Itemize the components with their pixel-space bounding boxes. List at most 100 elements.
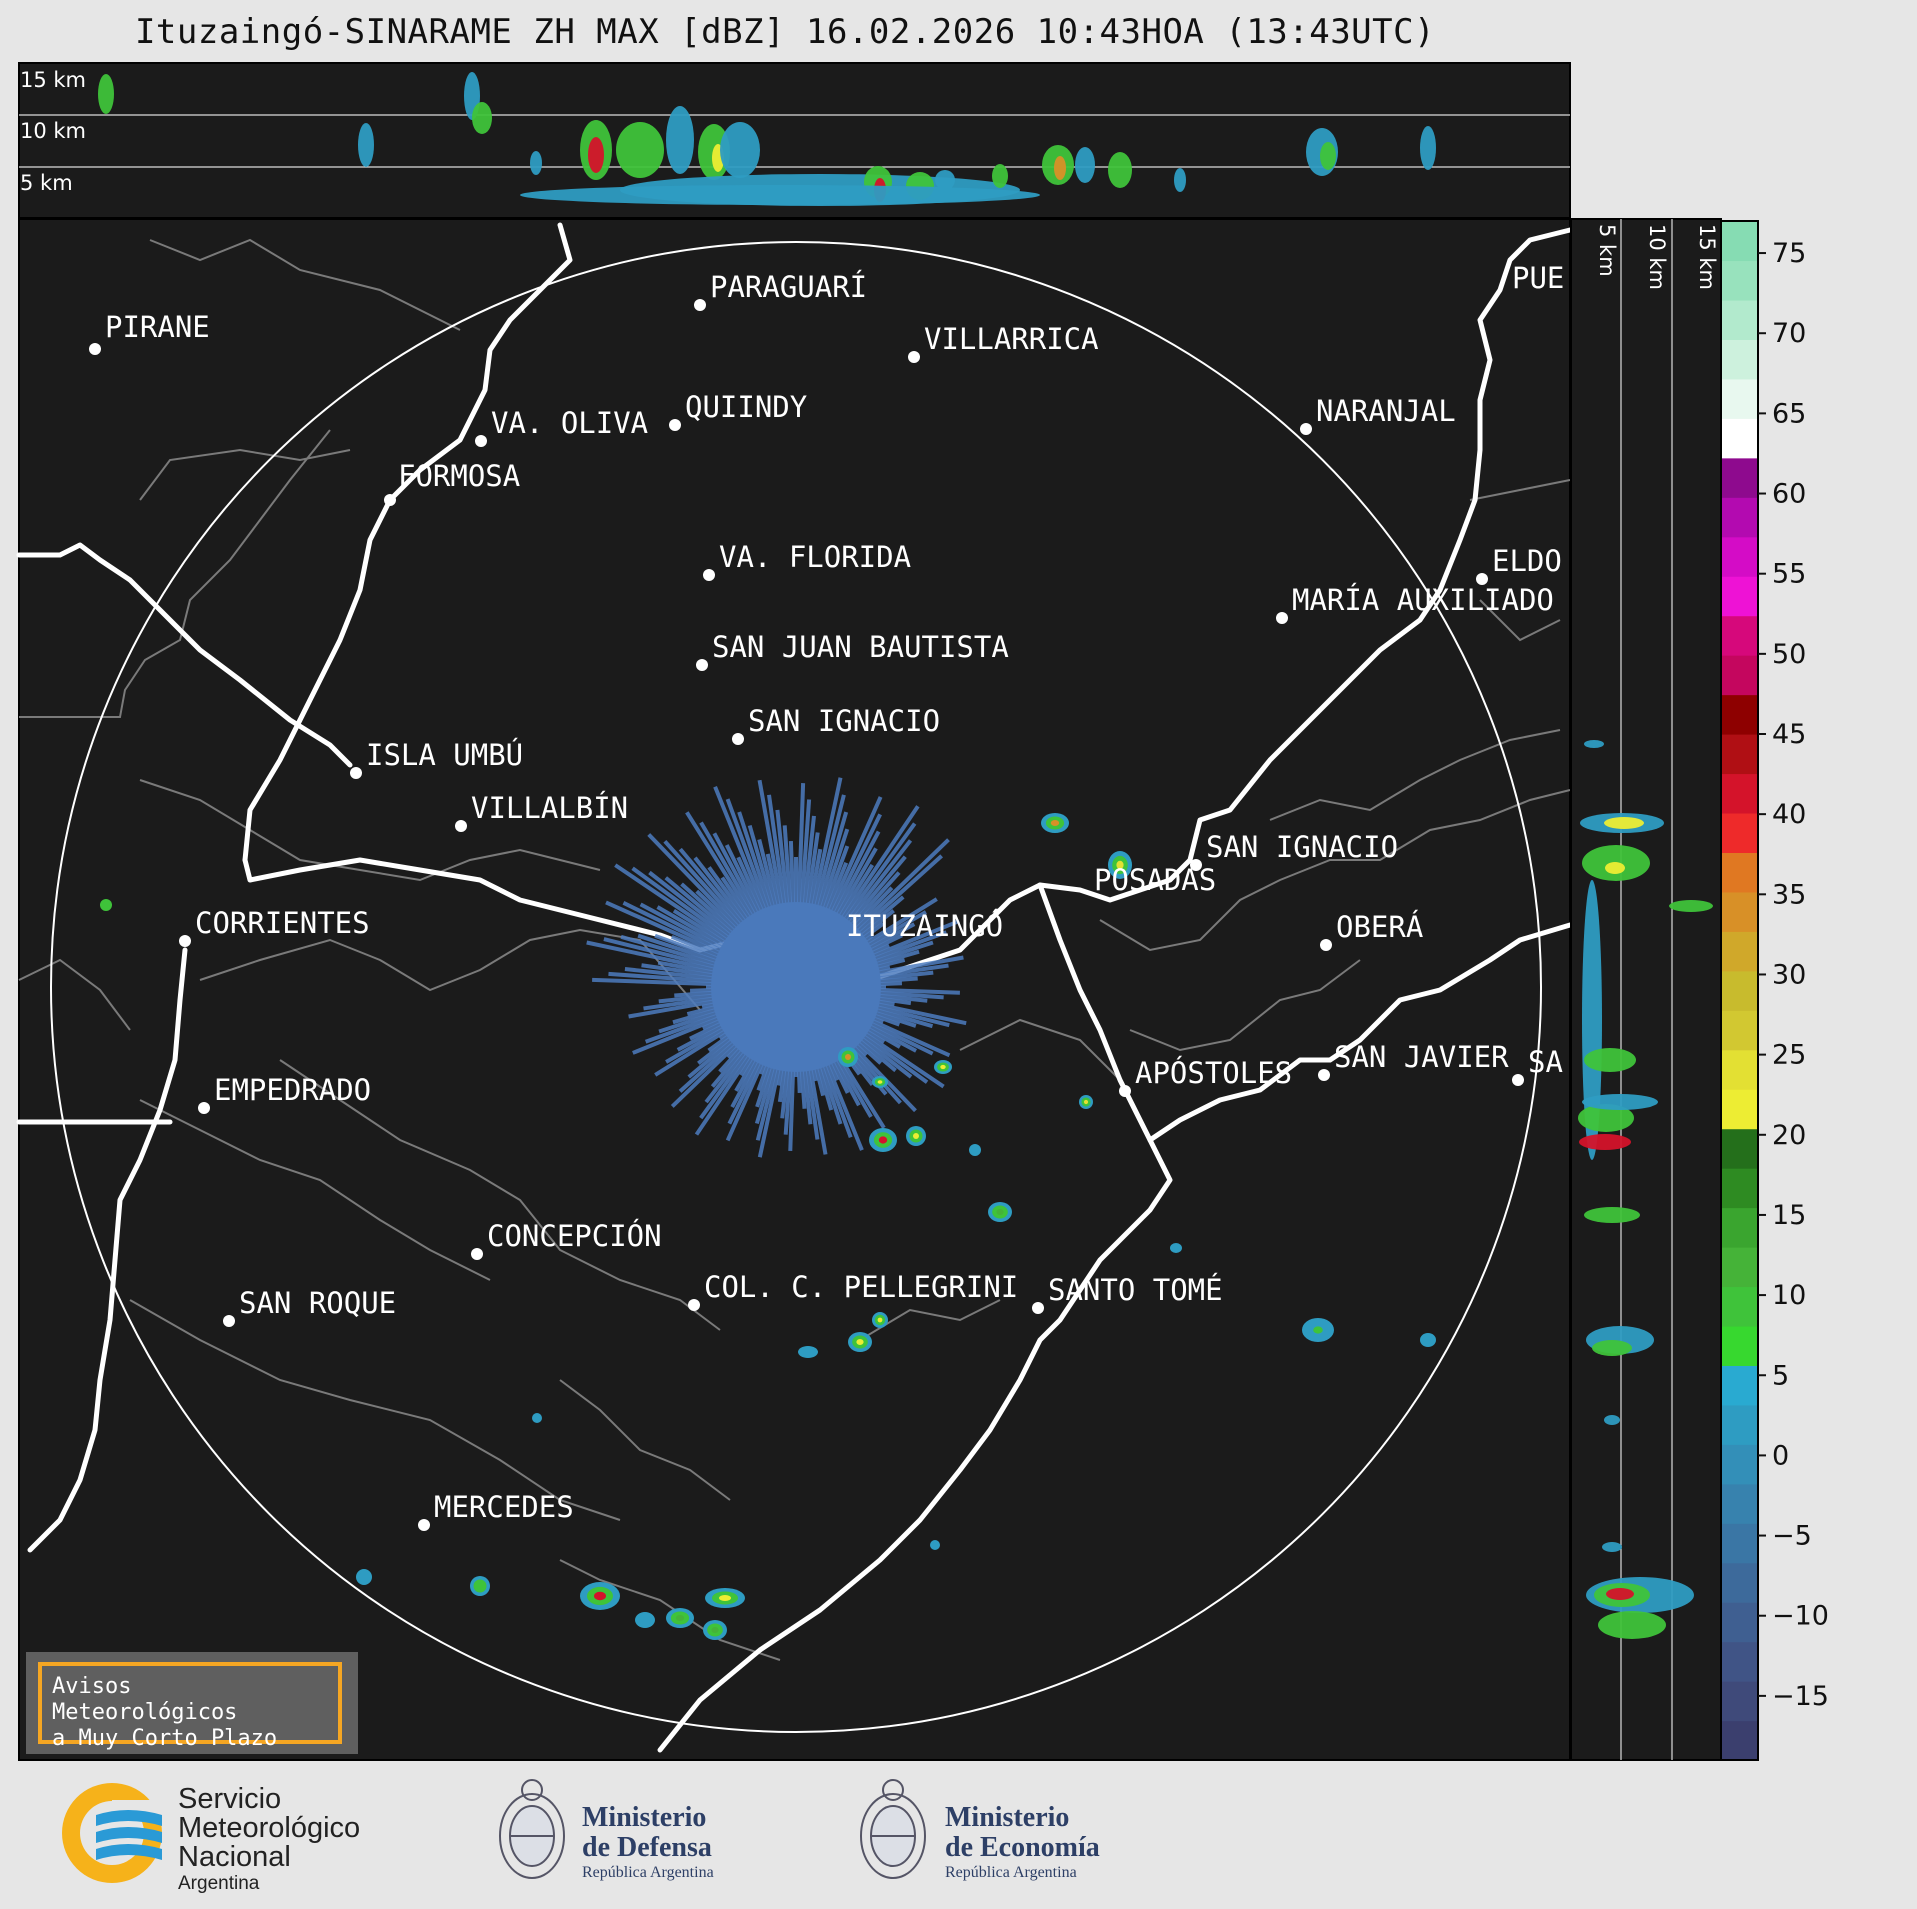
colorbar-segment [1721,418,1758,459]
colorbar-segment [1721,1365,1758,1406]
top-echo [1174,168,1186,192]
side-echo [1602,1542,1622,1552]
city-label: SAN IGNACIO [1206,830,1398,864]
side-echo [1584,740,1604,748]
chart-title: Ituzaingó-SINARAME ZH MAX [dBZ] 16.02.20… [134,12,1436,52]
city-label: SAN JUAN BAUTISTA [712,630,1009,664]
colorbar-tick-label: 0 [1772,1440,1789,1471]
colorbar-segment [1721,339,1758,380]
top-echo [588,137,604,173]
city-marker [688,1299,700,1311]
city-marker [1476,573,1488,585]
city-label: NARANJAL [1316,394,1456,428]
city-label: ITUZAINGÓ [846,909,1003,943]
city-marker [1318,1069,1330,1081]
top-altitude-label-10km: 10 km [20,119,86,143]
colorbar-tick-label: 30 [1772,959,1806,990]
ground-clutter-echo [586,777,967,1158]
city-marker [198,1102,210,1114]
echo-cell-peak [1174,1246,1178,1250]
echo-cell-peak [913,1133,919,1139]
avisos-button[interactable]: Avisos Meteorológicos a Muy Corto Plazo [38,1662,342,1751]
colorbar-tick-label: 40 [1772,799,1806,830]
city-marker [1300,423,1312,435]
city-label: VA. FLORIDA [719,540,911,574]
smn-line-1: Servicio [178,1783,282,1815]
colorbar-segment [1721,299,1758,340]
colorbar-segment [1721,1483,1758,1524]
echo-cell-peak [933,1543,937,1547]
side-echo [1582,1094,1658,1110]
echo-cell-peak [104,903,108,907]
colorbar-segment [1721,1325,1758,1366]
top-echo [1054,156,1066,180]
city-marker [471,1248,483,1260]
city-marker [455,820,467,832]
echo-cell-peak [719,1595,731,1601]
echo-cell-peak [996,1209,1004,1215]
colorbar-segment [1721,852,1758,893]
echo-cell-peak [711,1627,719,1633]
city-marker [89,343,101,355]
city-label: APÓSTOLES [1135,1056,1292,1090]
colorbar-segment [1721,536,1758,577]
city-label: CORRIENTES [195,906,370,940]
colorbar-tick-label: 75 [1772,238,1806,269]
defensa-line-3: República Argentina [582,1864,714,1881]
defensa-line-2: de Defensa [582,1832,712,1863]
city-label: MARÍA AUXILIADO [1292,583,1554,617]
top-echo [1108,152,1132,188]
city-label: CONCEPCIÓN [487,1219,662,1253]
smn-line-3: Nacional [178,1841,291,1873]
side-altitude-label-10km: 10 km [1645,224,1669,290]
colorbar-segment [1721,1681,1758,1722]
echo-cell-peak [878,1136,888,1144]
echo-cell-peak [1116,860,1124,870]
colorbar-segment [1721,1720,1758,1761]
city-label: POSADAS [1094,863,1216,897]
clutter-core [711,902,881,1072]
colorbar-segment [1721,1207,1758,1248]
city-marker [696,659,708,671]
city-marker [1119,1085,1131,1097]
colorbar-frame [1720,220,1759,1761]
city-marker [732,733,744,745]
top-echo [992,164,1008,188]
defensa-coat-of-arms-icon [499,1779,565,1879]
city-label: PUE [1512,261,1564,295]
colorbar-segment [1721,457,1758,498]
colorbar-segment [1721,576,1758,617]
top-echo [98,74,114,114]
city-marker [669,419,681,431]
side-echo [1584,1207,1640,1223]
colorbar-segment [1721,615,1758,656]
colorbar-segment [1721,773,1758,814]
radar-range-ring [50,241,1542,1733]
province-boundaries [18,238,1571,1661]
colorbar-segment [1721,221,1758,262]
colorbar-segment [1721,1089,1758,1130]
colorbar-segment [1721,1128,1758,1169]
city-label: QUIINDY [685,390,807,424]
side-echo [1584,1048,1636,1072]
smn-line-2: Meteorológico [178,1812,361,1844]
colorbar-segment [1721,1168,1758,1209]
city-label: SAN JAVIER [1334,1040,1509,1074]
side-echo [1604,1415,1620,1425]
colorbar-segment [1721,891,1758,932]
colorbar-tick-label: 70 [1772,318,1806,349]
city-marker [1512,1074,1524,1086]
colorbar-tick-label: −10 [1772,1601,1829,1632]
top-echo [1075,147,1095,183]
side-echo [1604,817,1644,829]
top-altitude-label-5km: 5 km [20,171,73,195]
smn-logo-text: Servicio Meteorológico Nacional Argentin… [178,1785,360,1896]
side-echo [1598,1611,1666,1639]
colorbar-tick-label: 5 [1772,1360,1789,1391]
colorbar-segment [1721,812,1758,853]
colorbar-segment [1721,1562,1758,1603]
colorbar-segment [1721,1049,1758,1090]
echo-cell-peak [361,1574,367,1580]
city-marker [384,494,396,506]
top-echo [935,170,955,190]
